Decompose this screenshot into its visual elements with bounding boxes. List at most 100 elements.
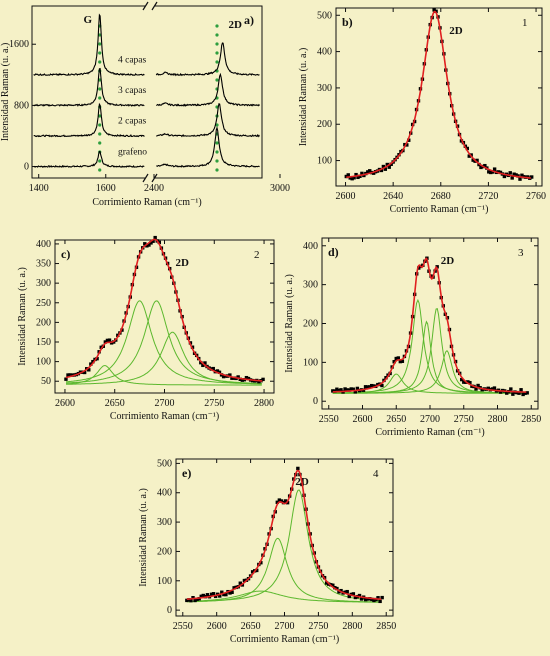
x-tick-label: 2700 bbox=[155, 398, 175, 409]
x-tick-label: 2600 bbox=[336, 191, 356, 202]
y-tick-label: 400 bbox=[303, 241, 318, 252]
data-point bbox=[367, 385, 372, 389]
data-point bbox=[348, 176, 352, 180]
data-point bbox=[70, 373, 74, 377]
data-point bbox=[492, 386, 497, 390]
data-point bbox=[221, 374, 226, 379]
plot-frame bbox=[321, 237, 539, 410]
data-point bbox=[228, 373, 232, 377]
data-point bbox=[509, 387, 513, 391]
spectrum-g-region bbox=[33, 102, 145, 138]
data-point bbox=[213, 594, 218, 599]
data-point bbox=[345, 589, 349, 594]
data-point bbox=[230, 590, 234, 594]
data-point bbox=[366, 597, 370, 601]
data-point bbox=[525, 391, 529, 395]
data-point bbox=[476, 383, 480, 388]
data-point bbox=[232, 586, 236, 590]
panel-c: 2600 2650 2700 2750 2800 50 100 150 200 250 300 350… bbox=[17, 235, 275, 422]
peak-marker-dot bbox=[215, 51, 219, 55]
peak-marker-dot bbox=[98, 123, 102, 127]
y-tick-label: 300 bbox=[157, 517, 172, 528]
series-label: 3 capas bbox=[118, 86, 147, 96]
data-point bbox=[195, 597, 199, 601]
y-tick-label: 800 bbox=[14, 100, 29, 111]
spectrum-g-region bbox=[33, 150, 145, 168]
component-curve bbox=[186, 489, 381, 603]
y-tick-label: 50 bbox=[41, 376, 51, 387]
data-point bbox=[398, 359, 403, 364]
data-point bbox=[379, 168, 384, 173]
x-tick-label: 2650 bbox=[241, 621, 261, 632]
data-point bbox=[417, 266, 421, 270]
data-point bbox=[517, 391, 521, 395]
x-tick-label: 3000 bbox=[270, 183, 290, 194]
panel-label: e) bbox=[182, 466, 191, 480]
data-point bbox=[355, 386, 360, 391]
data-point bbox=[475, 158, 479, 163]
data-point bbox=[376, 382, 380, 387]
data-point bbox=[350, 176, 354, 181]
data-point bbox=[236, 375, 240, 379]
data-point bbox=[87, 368, 91, 372]
peak-label: 2D bbox=[441, 255, 455, 267]
data-point bbox=[339, 588, 343, 593]
spectrum-g-region bbox=[33, 67, 145, 107]
data-point bbox=[380, 383, 384, 388]
x-tick-label: 2680 bbox=[431, 191, 451, 202]
corner-number: 1 bbox=[522, 17, 528, 29]
data-point bbox=[339, 388, 343, 392]
data-point bbox=[107, 338, 112, 342]
data-point bbox=[189, 598, 193, 603]
data-point bbox=[343, 590, 347, 594]
x-tick-label: 2600 bbox=[55, 398, 75, 409]
data-point bbox=[95, 356, 99, 361]
data-point bbox=[385, 162, 389, 167]
data-point bbox=[145, 244, 149, 248]
data-point bbox=[337, 388, 341, 393]
peak-marker-dot bbox=[215, 42, 219, 46]
peak-marker-dot bbox=[98, 168, 102, 172]
data-point bbox=[372, 384, 376, 388]
x-tick-label: 2750 bbox=[454, 414, 474, 425]
component-curve bbox=[66, 365, 262, 386]
fit-curve bbox=[332, 257, 527, 393]
data-point bbox=[468, 380, 472, 385]
axis-break-mark bbox=[142, 173, 149, 183]
data-point bbox=[523, 391, 527, 395]
data-point bbox=[378, 599, 382, 604]
data-point bbox=[462, 380, 466, 384]
data-point bbox=[279, 499, 284, 503]
y-tick-label: 200 bbox=[36, 317, 51, 328]
peak-marker-dot bbox=[215, 123, 219, 127]
data-point bbox=[193, 598, 197, 603]
data-point bbox=[255, 568, 259, 573]
data-point bbox=[82, 370, 87, 375]
fit-curve bbox=[346, 10, 531, 179]
x-tick-label: 2600 bbox=[353, 414, 373, 425]
data-point bbox=[471, 158, 475, 162]
data-point bbox=[246, 376, 251, 381]
y-axis-label: Intensidad Raman (u. a.) bbox=[138, 488, 149, 587]
data-point bbox=[222, 592, 226, 597]
data-point bbox=[149, 241, 153, 245]
peak-marker-dot bbox=[98, 42, 102, 46]
data-point bbox=[201, 363, 205, 368]
y-tick-label: 200 bbox=[317, 119, 332, 130]
x-axis-label: Corrimiento Raman (cm⁻¹) bbox=[375, 427, 484, 438]
x-tick-label: 2850 bbox=[376, 621, 396, 632]
data-point bbox=[143, 242, 147, 246]
data-point bbox=[511, 392, 515, 396]
data-point bbox=[353, 595, 358, 600]
y-tick-label: 400 bbox=[157, 488, 172, 499]
x-tick-label: 2850 bbox=[521, 414, 541, 425]
data-point bbox=[505, 391, 509, 395]
data-point bbox=[224, 592, 228, 597]
data-point bbox=[474, 387, 478, 391]
series-label: 4 capas bbox=[118, 56, 147, 66]
data-point bbox=[368, 169, 372, 173]
data-point bbox=[199, 360, 203, 365]
data-point bbox=[240, 378, 245, 382]
data-point bbox=[153, 235, 157, 240]
x-tick-label: 2700 bbox=[275, 621, 295, 632]
